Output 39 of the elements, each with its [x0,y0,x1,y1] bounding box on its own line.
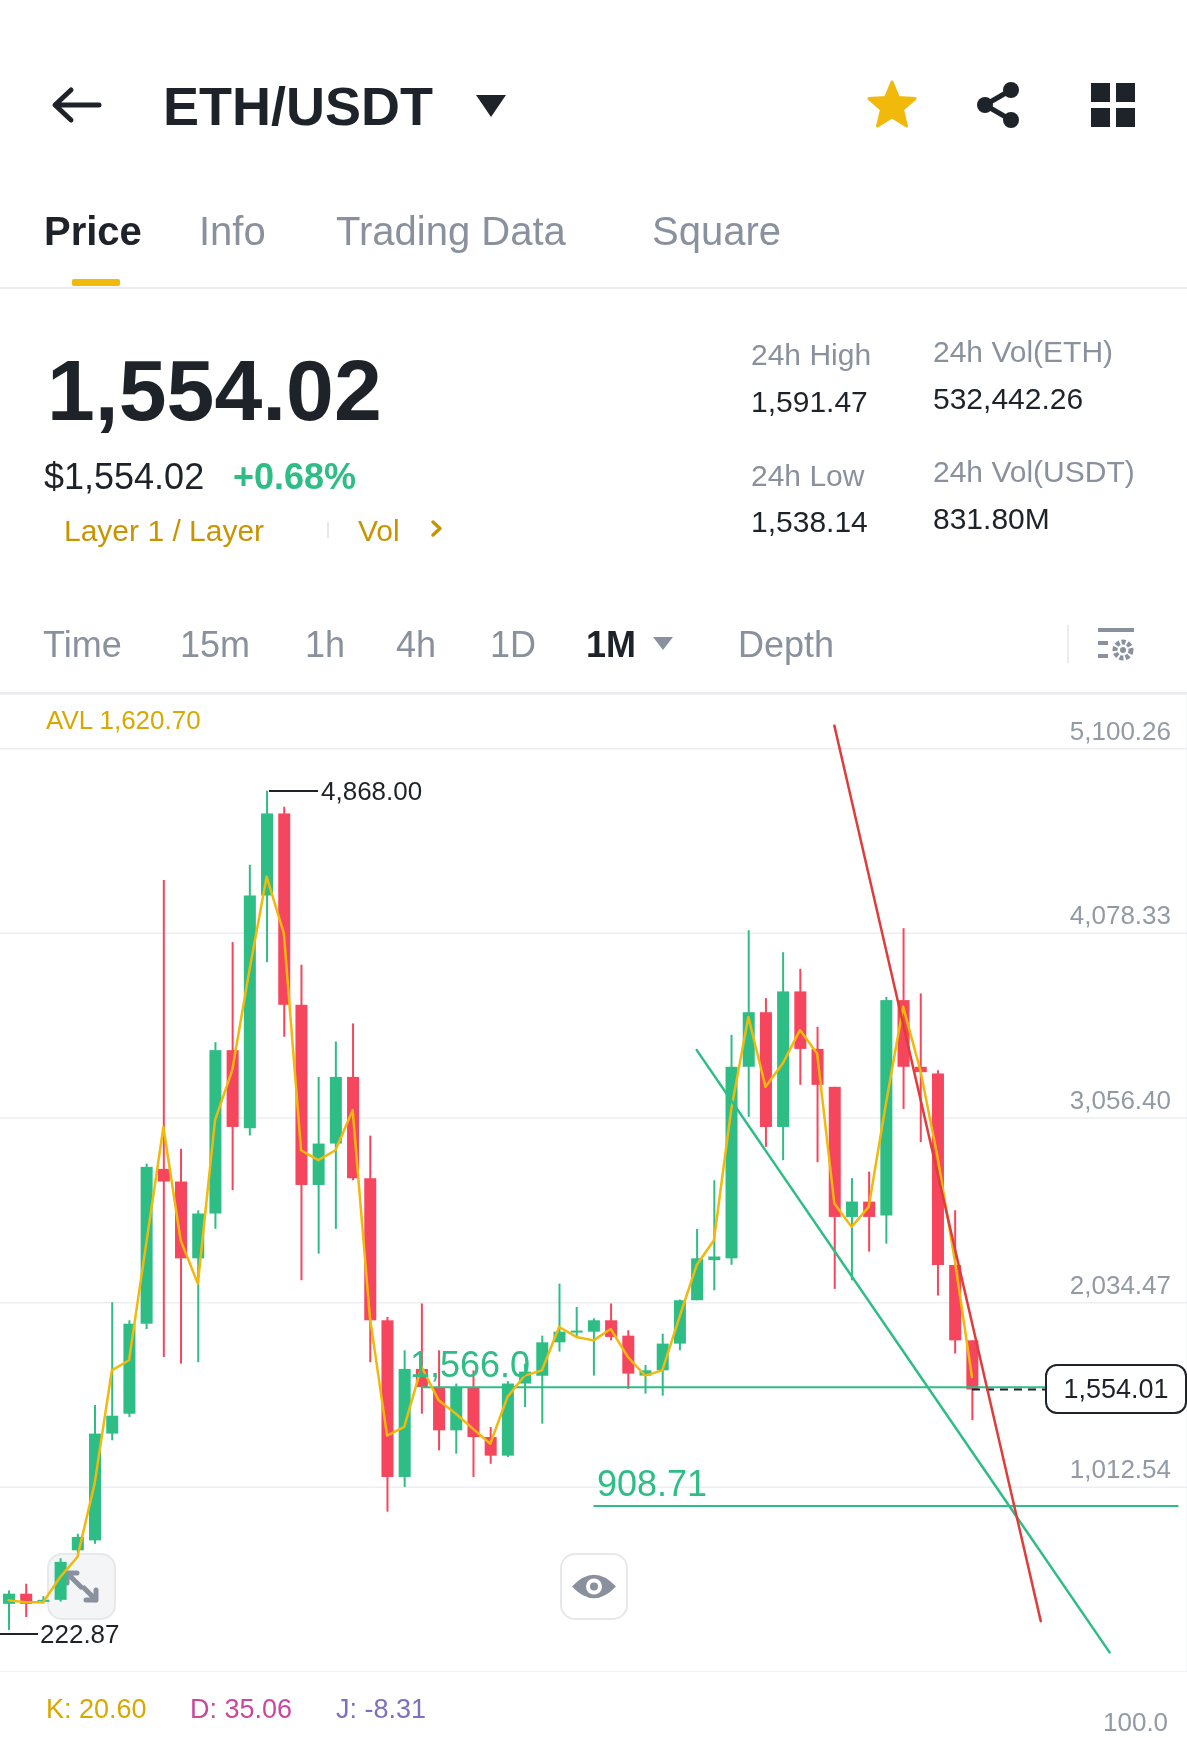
text: 1h [305,624,346,666]
text: Square [652,209,781,253]
text: $1,554.02 [44,456,205,498]
text: 831.80M [933,501,1050,535]
y-tick-label: 4,078.33 [1069,900,1171,931]
text: 1,591.47 [751,384,868,418]
text: 1D [490,624,537,666]
text: 24h Low [751,458,865,492]
text: 1,538.14 [751,504,868,538]
ref-line-label: 908.71 [597,1463,708,1505]
y-tick-label: 3,056.40 [1069,1084,1171,1115]
text: 1,554.02 [47,341,382,438]
ref-line-label: 1,554.01 [1045,1364,1187,1415]
text: 24h High [751,337,872,371]
text: Trading Data [336,209,566,253]
text: 532,442.26 [933,381,1084,415]
text: Layer 1 / Layer [64,513,265,547]
text: 24h Vol(USDT) [933,454,1135,488]
y-tick-label: 1,012.54 [1069,1454,1171,1485]
y-tick-label: 5,100.26 [1069,715,1171,746]
text: Price [44,209,142,253]
text: Depth [738,624,835,666]
text: Info [199,209,266,253]
text: ETH/USDT [163,76,433,137]
text: D: 35.06 [190,1694,293,1725]
y-tick-label: 2,034.47 [1069,1269,1171,1300]
text: 4h [396,624,437,666]
text: +0.68% [233,456,357,498]
text: J: -8.31 [336,1694,427,1725]
annotation: AVL 1,620.70 [46,704,201,735]
text: Time [43,624,122,666]
text: 24h Vol(ETH) [933,334,1114,368]
annotation: 4,868.00 [321,775,423,806]
annotation: 222.87 [40,1618,120,1649]
text: 15m [180,624,251,666]
text: 1M [586,624,637,666]
text: Vol [358,513,400,547]
text: 100.0 [1103,1706,1169,1737]
text: K: 20.60 [46,1694,147,1725]
